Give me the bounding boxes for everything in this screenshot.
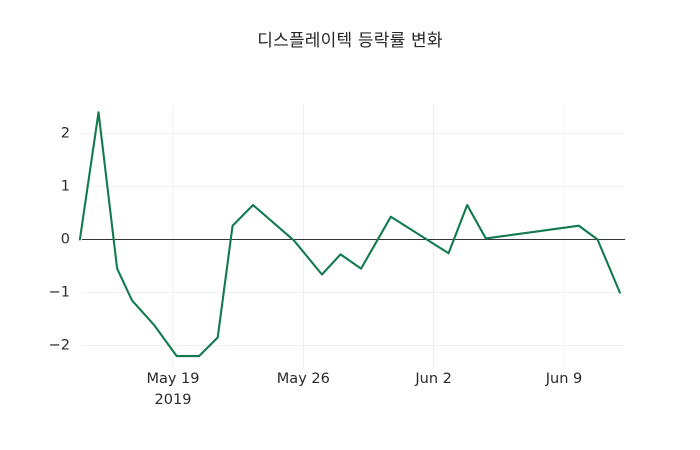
y-axis-tick-label: −1 [49,285,70,301]
y-axis-tick-label: 2 [61,126,70,142]
y-axis-tick-label: 0 [61,232,70,248]
x-axis-tick-sublabel: 2019 [155,392,192,408]
y-axis-tick-label: 1 [61,179,70,195]
gridlines-group [82,104,625,370]
x-axis-tick-label: Jun 9 [545,371,583,387]
x-axis-tick-label: Jun 2 [414,371,452,387]
x-axis-tick-label: May 19 [146,371,199,387]
y-axis-tick-labels: 2 1 0 −1 −2 [49,126,70,354]
chart-title: 디스플레이텍 등락률 변화 [257,31,443,51]
x-axis-tick-label: May 26 [277,371,330,387]
y-axis-tick-label: −2 [49,338,70,354]
x-axis-tick-labels: May 19 2019 May 26 Jun 2 Jun 9 [146,371,582,408]
data-series-line [78,111,621,358]
